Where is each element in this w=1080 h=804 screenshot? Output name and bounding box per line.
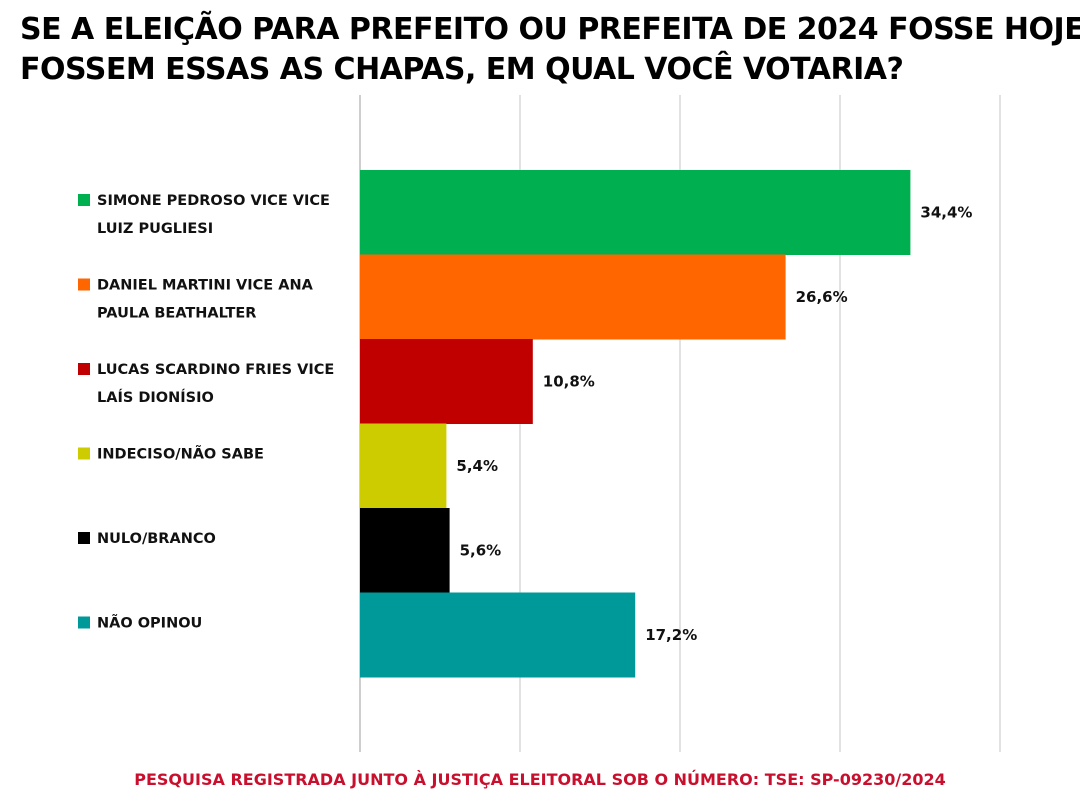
category-label: LAÍS DIONÍSIO [97,389,214,406]
bar [360,508,450,593]
data-label: 34,4% [920,204,972,222]
survey-registration-footer: PESQUISA REGISTRADA JUNTO À JUSTIÇA ELEI… [134,770,946,789]
legend-swatch [78,278,90,291]
category-label: PAULA BEATHALTER [97,306,256,322]
bar [360,170,911,255]
data-label: 26,6% [796,288,848,306]
legend-swatch [78,447,90,460]
data-label: 5,6% [460,542,502,560]
legend-swatch [78,532,90,544]
bar [360,592,636,678]
category-label: NULO/BRANCO [97,531,216,547]
bar [360,423,447,509]
category-label: DANIEL MARTINI VICE ANA [97,278,314,294]
legend-swatch [78,194,90,206]
category-label: LUCAS SCARDINO FRIES VICE [97,362,334,378]
data-label: 5,4% [456,457,498,475]
category-label: NÃO OPINOU [97,615,202,632]
bar [360,339,533,424]
legend-swatch [78,616,90,629]
category-label: LUIZ PUGLIESI [97,221,213,237]
data-label: 17,2% [645,626,697,644]
chart-title-line-2: FOSSEM ESSAS AS CHAPAS, EM QUAL VOCÊ VOT… [20,52,904,87]
category-label: SIMONE PEDROSO VICE VICE [97,193,330,209]
chart-title: SE A ELEIÇÃO PARA PREFEITO OU PREFEITA D… [20,10,1080,90]
chart-title-line-1: SE A ELEIÇÃO PARA PREFEITO OU PREFEITA D… [20,12,1080,47]
category-label: INDECISO/NÃO SABE [97,446,264,463]
legend-swatch [78,363,90,375]
bar [360,254,786,340]
data-label: 10,8% [543,373,595,391]
